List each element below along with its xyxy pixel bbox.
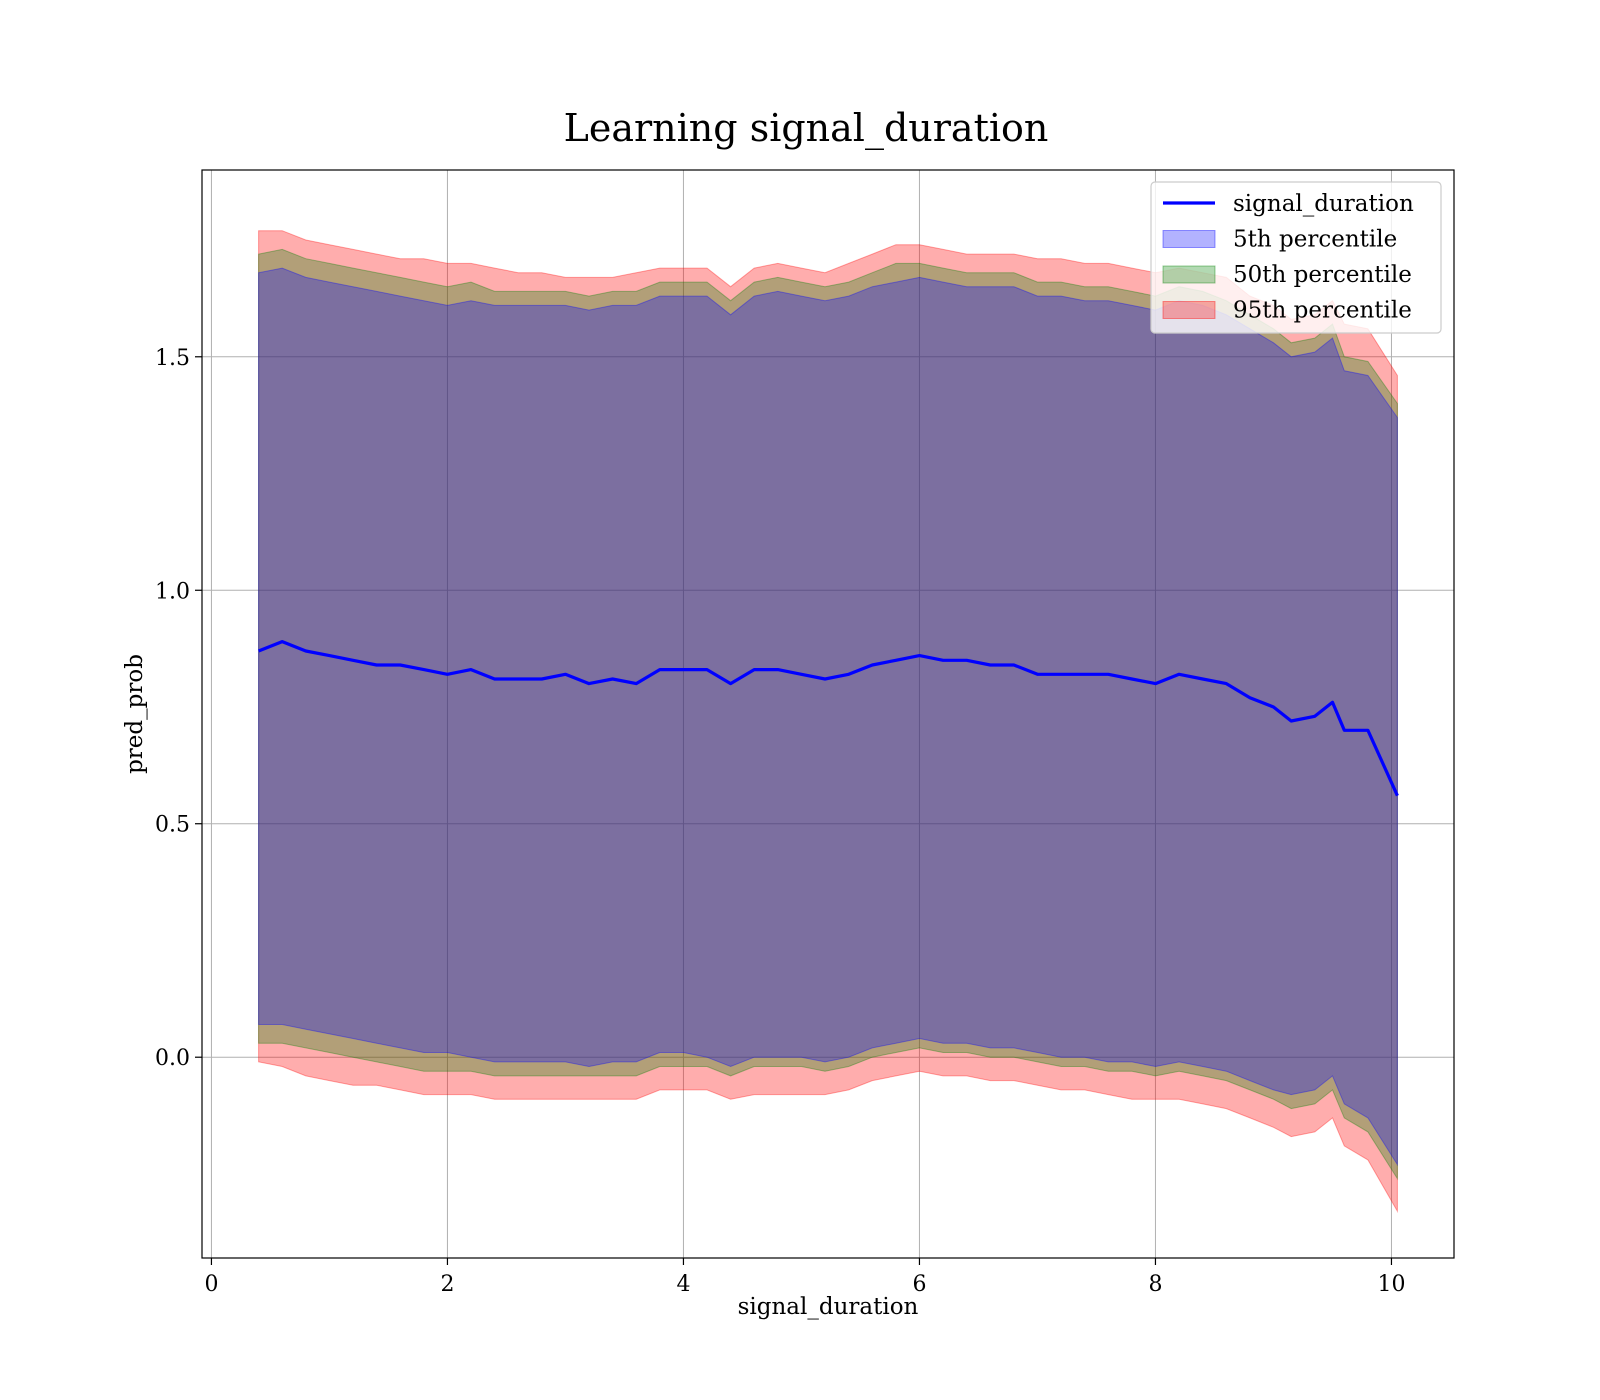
x-tick-label: 4 <box>676 1272 690 1297</box>
x-tick-label: 2 <box>440 1272 454 1297</box>
band-95th-percentile <box>258 230 1398 1214</box>
percentile-bands <box>258 230 1398 1214</box>
plot-frame <box>201 169 1455 1259</box>
legend-patch-swatch <box>1162 301 1216 319</box>
x-tick-label: 6 <box>912 1272 926 1297</box>
chart-title: Learning signal_duration <box>564 106 1049 151</box>
y-tick-label: 0.5 <box>155 813 190 838</box>
y-tick-label: 1.0 <box>155 579 190 604</box>
legend-label: 50th percentile <box>1233 262 1412 288</box>
legend-patch-swatch <box>1162 230 1216 248</box>
axis-ticks: 0 2 4 6 8 10 0.0 0.5 1.0 1.5 <box>155 346 1405 1297</box>
x-tick-label: 10 <box>1377 1272 1405 1297</box>
x-tick-label: 0 <box>204 1272 218 1297</box>
legend-label: 5th percentile <box>1233 227 1397 253</box>
series-line-signal-duration <box>258 640 1399 797</box>
grid <box>202 170 1454 1258</box>
x-tick-label: 8 <box>1148 1272 1162 1297</box>
legend: signal_duration 5th percentile 50th percen… <box>1150 181 1442 334</box>
legend-patch-swatch <box>1162 265 1216 284</box>
band-5th-percentile <box>258 267 1398 1167</box>
y-tick-label: 0.0 <box>155 1046 190 1071</box>
x-axis-label: signal_duration <box>738 1294 919 1320</box>
legend-label: 95th percentile <box>1233 298 1412 324</box>
band-50th-percentile <box>258 248 1398 1181</box>
y-tick-label: 1.5 <box>155 346 190 371</box>
series-line-layer <box>258 640 1399 797</box>
y-axis-label: pred_prob <box>122 654 148 774</box>
legend-label: signal_duration <box>1233 191 1414 217</box>
legend-box <box>1150 181 1442 334</box>
